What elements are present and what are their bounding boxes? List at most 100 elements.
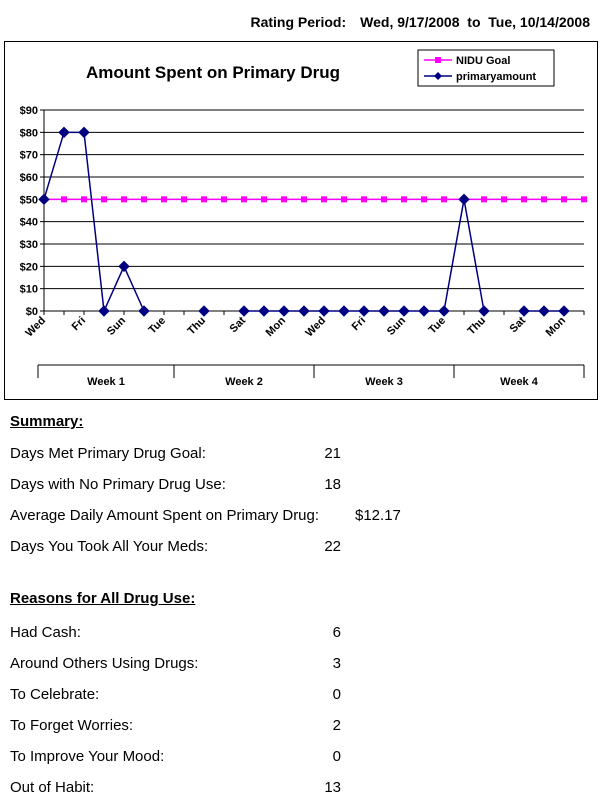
primaryamount-point <box>398 305 410 317</box>
rating-period-end: Tue, 10/14/2008 <box>488 14 590 30</box>
primaryamount-point <box>378 305 390 317</box>
summary-row: Days You Took All Your Meds: 22 <box>10 538 570 558</box>
nidu-goal-point <box>121 196 127 203</box>
primaryamount-point <box>458 193 470 206</box>
reason-value: 0 <box>332 686 341 703</box>
rating-period-to: to <box>467 14 481 30</box>
nidu-goal-point <box>361 196 367 203</box>
nidu-goal-point <box>241 196 247 203</box>
reason-value: 13 <box>324 779 341 796</box>
reason-row: To Celebrate: 0 <box>10 686 570 706</box>
rating-period-label: Rating Period: <box>250 14 347 30</box>
primaryamount-point <box>338 305 350 317</box>
legend-marker <box>434 72 442 80</box>
legend-label-nidu-goal: NIDU Goal <box>456 55 510 67</box>
primaryamount-point <box>78 126 90 139</box>
y-tick-label: $80 <box>20 127 38 139</box>
nidu-goal-point <box>521 196 527 203</box>
primaryamount-point <box>58 126 70 139</box>
nidu-goal-point <box>81 196 87 203</box>
primaryamount-point <box>238 305 250 317</box>
reason-row: To Improve Your Mood: 0 <box>10 748 570 768</box>
week-label: Week 4 <box>500 376 539 388</box>
summary-title: Summary: <box>10 413 84 430</box>
nidu-goal-point <box>141 196 147 203</box>
primaryamount-point <box>98 305 110 317</box>
nidu-goal-point <box>341 196 347 203</box>
primaryamount-line <box>43 131 145 314</box>
nidu-goal-point <box>381 196 387 203</box>
reason-row: Had Cash: 6 <box>10 624 570 644</box>
reason-value: 3 <box>332 655 341 672</box>
primaryamount-point <box>518 305 530 317</box>
primaryamount-point <box>358 305 370 317</box>
primaryamount-point <box>278 305 290 317</box>
nidu-goal-point <box>301 196 307 203</box>
nidu-goal-point <box>481 196 487 203</box>
amount-spent-chart: Amount Spent on Primary Drug $0 $10 $20 $30 $… <box>4 41 598 400</box>
nidu-goal-point <box>561 196 567 203</box>
reason-row: To Forget Worries: 2 <box>10 717 570 737</box>
summary-label: Days with No Primary Drug Use: <box>10 476 226 493</box>
y-tick-label: $20 <box>20 261 38 273</box>
summary-value: 22 <box>324 538 341 555</box>
legend-label-primaryamount: primaryamount <box>456 71 536 83</box>
reason-value: 2 <box>332 717 341 734</box>
reason-label: To Forget Worries: <box>10 717 134 734</box>
primaryamount-point <box>38 193 50 206</box>
primaryamount-point <box>418 305 430 317</box>
primaryamount-point <box>298 305 310 317</box>
summary-row: Average Daily Amount Spent on Primary Dr… <box>10 507 570 527</box>
y-tick-label: $90 <box>20 105 38 117</box>
legend-box <box>417 49 555 87</box>
week-label: Week 3 <box>365 376 403 388</box>
chart-frame <box>4 41 598 400</box>
nidu-goal-point <box>281 196 287 203</box>
y-tick-label: $60 <box>20 172 38 184</box>
summary-label: Days You Took All Your Meds: <box>10 538 209 555</box>
primaryamount-point <box>118 260 130 273</box>
summary-value: $12.17 <box>355 507 401 524</box>
nidu-goal-point <box>421 196 427 203</box>
primaryamount-point <box>138 305 150 317</box>
primaryamount-point <box>558 305 570 317</box>
nidu-goal-point <box>321 196 327 203</box>
reason-label: To Celebrate: <box>10 686 100 703</box>
nidu-goal-point <box>401 196 407 203</box>
reason-value: 6 <box>332 624 341 641</box>
summary-row: Days with No Primary Drug Use: 18 <box>10 476 570 496</box>
primaryamount-point <box>478 305 490 317</box>
summary-row: Days Met Primary Drug Goal: 21 <box>10 445 570 465</box>
reason-value: 0 <box>332 748 341 765</box>
reason-label: Had Cash: <box>10 624 81 641</box>
primaryamount-point <box>258 305 270 317</box>
nidu-goal-point <box>221 196 227 203</box>
legend-marker <box>435 57 441 63</box>
summary-value: 18 <box>324 476 341 493</box>
reason-label: To Improve Your Mood: <box>10 748 165 765</box>
nidu-goal-point <box>261 196 267 203</box>
y-tick-label: $30 <box>20 239 38 251</box>
reason-row: Around Others Using Drugs: 3 <box>10 655 570 675</box>
week-label: Week 2 <box>225 376 263 388</box>
y-tick-label: $10 <box>20 284 38 296</box>
reasons-title: Reasons for All Drug Use: <box>10 590 196 607</box>
reason-label: Around Others Using Drugs: <box>10 655 199 672</box>
rating-period-start: Wed, 9/17/2008 <box>360 14 460 30</box>
summary-value: 21 <box>324 445 341 462</box>
nidu-goal-point <box>201 196 207 203</box>
nidu-goal-point <box>441 196 447 203</box>
nidu-goal-point <box>161 196 167 203</box>
y-tick-label: $40 <box>20 217 38 229</box>
y-tick-label: $70 <box>20 150 38 162</box>
nidu-goal-point <box>101 196 107 203</box>
y-tick-label: $50 <box>20 194 38 206</box>
reason-row: Out of Habit: 13 <box>10 779 570 799</box>
chart-container: Amount Spent on Primary Drug $0 $10 $20 $30 $… <box>0 40 602 402</box>
summary-label: Average Daily Amount Spent on Primary Dr… <box>10 507 320 524</box>
y-tick-label: $0 <box>26 306 38 318</box>
primaryamount-point <box>318 305 330 317</box>
reason-label: Out of Habit: <box>10 779 95 796</box>
summary-label: Days Met Primary Drug Goal: <box>10 445 206 462</box>
primaryamount-point <box>538 305 550 317</box>
